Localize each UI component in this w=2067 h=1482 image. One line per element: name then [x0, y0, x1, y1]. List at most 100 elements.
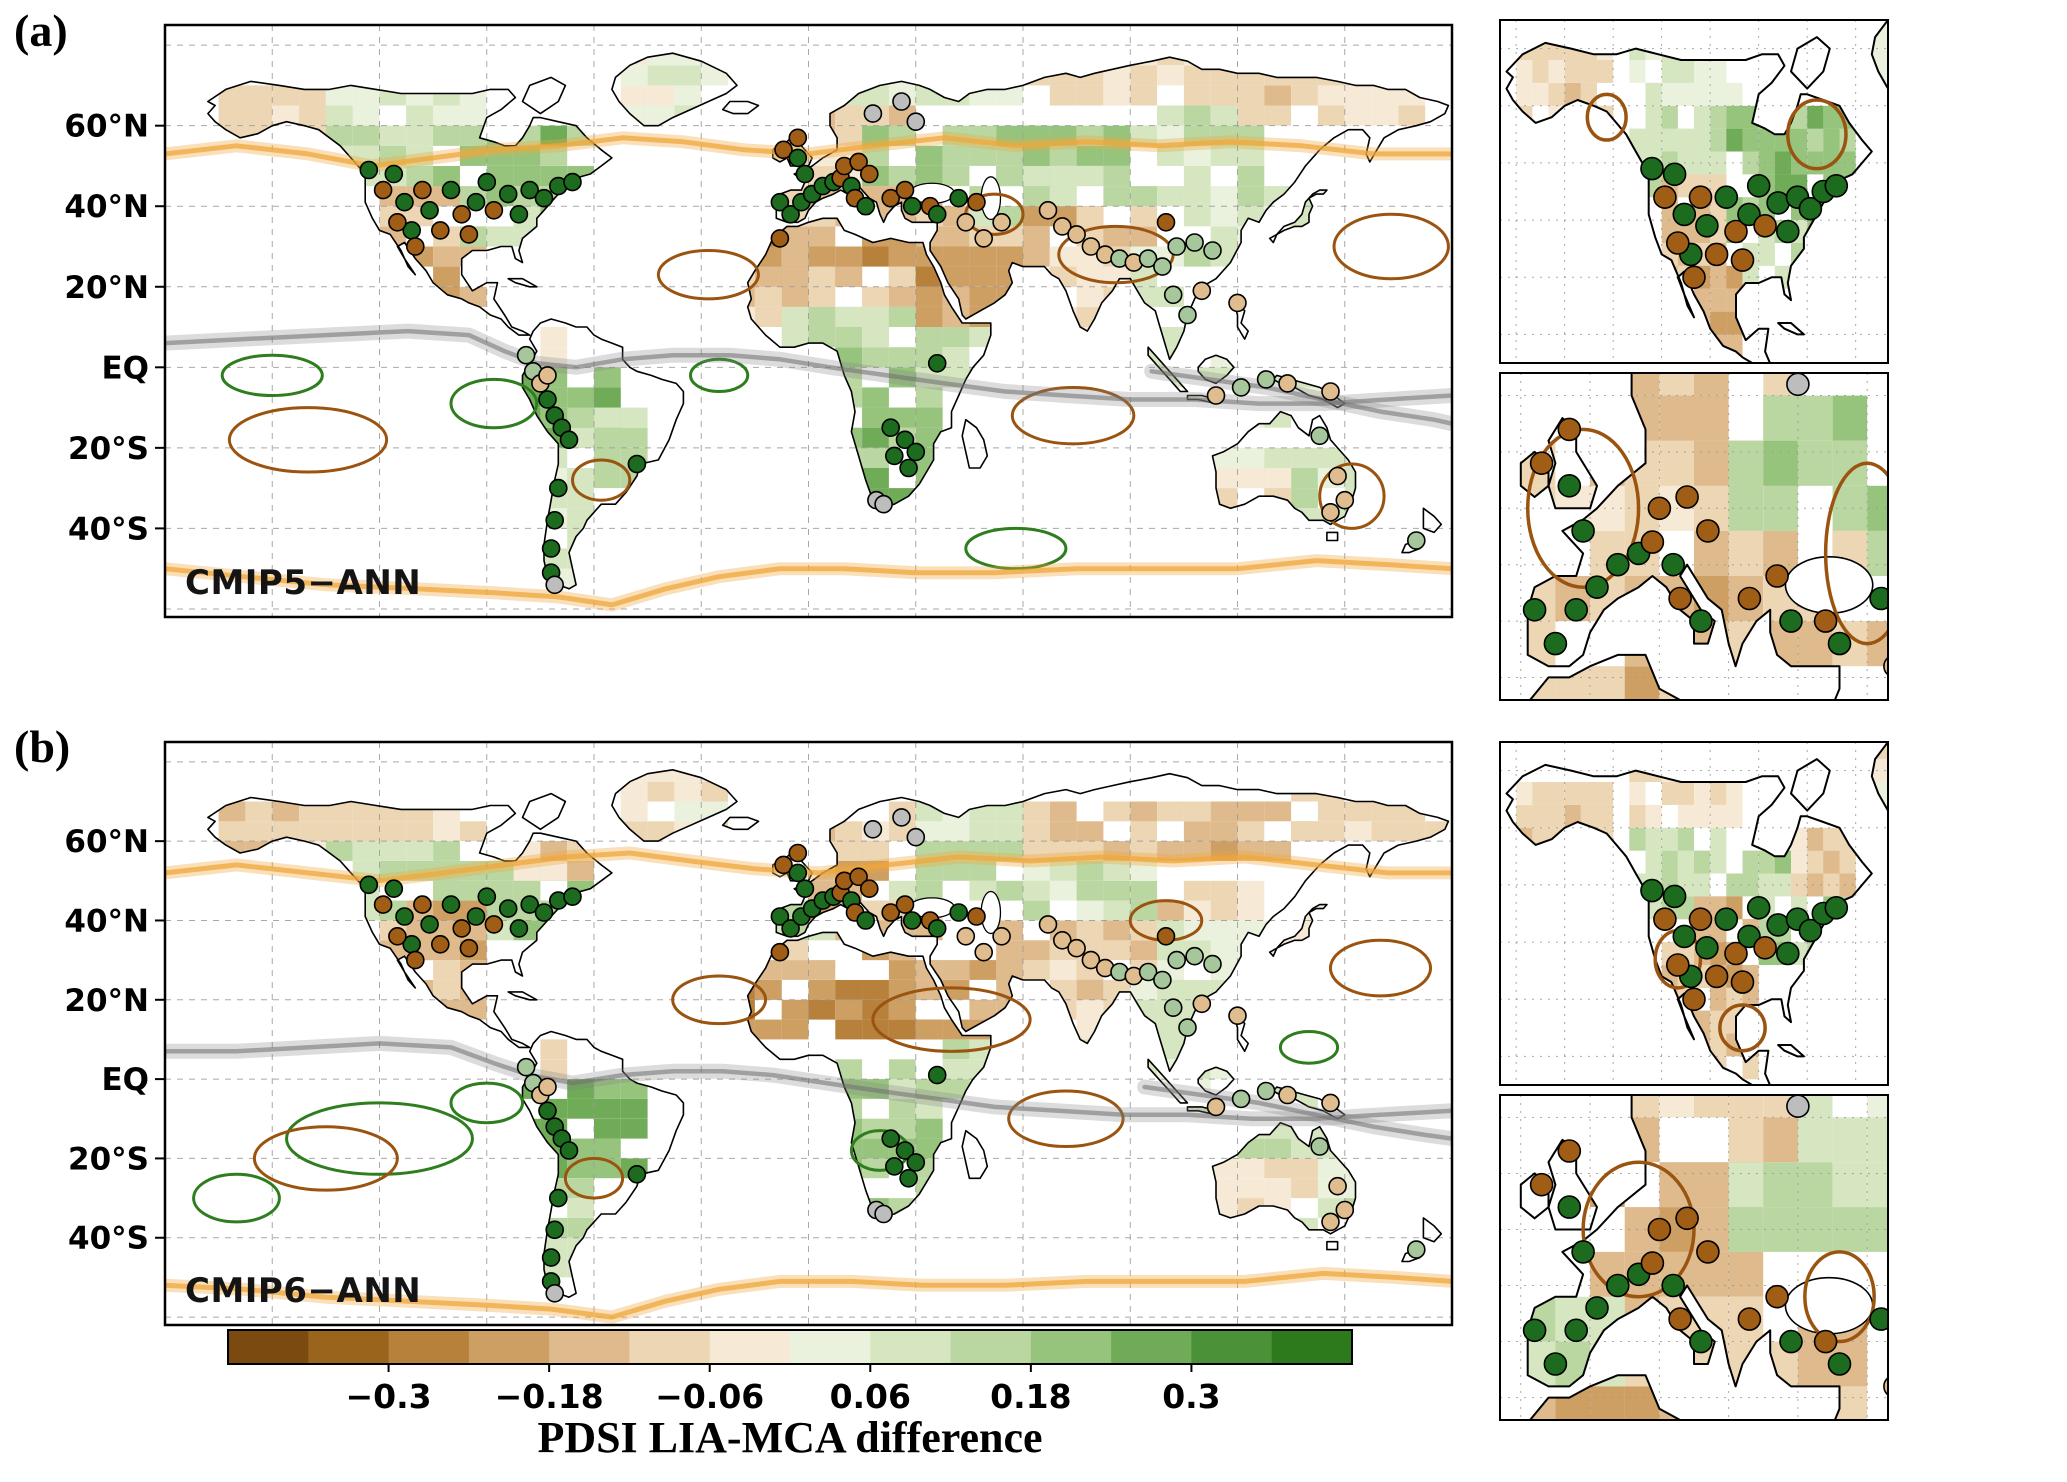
pdsi-grid-cell [1937, 1028, 1972, 1073]
pdsi-grid-cell [1763, 395, 1798, 441]
lat-tick-label: 20°N [64, 983, 149, 1019]
pdsi-grid-cell [1555, 1431, 1590, 1476]
pdsi-grid-cell [1130, 861, 1158, 881]
pdsi-grid-cell [1590, 1386, 1625, 1420]
proxy-site-dot [1192, 994, 1212, 1014]
proxy-site-dot [1038, 915, 1058, 934]
pdsi-grid-cell [2050, 782, 2066, 805]
wet-contour [1278, 1030, 1340, 1065]
proxy-site-dot [1531, 699, 1538, 700]
pdsi-grid-cell [2034, 312, 2050, 335]
pdsi-grid-cell [540, 125, 568, 146]
pdsi-grid-cell [1937, 1431, 1972, 1476]
pdsi-grid-cell [1937, 802, 1972, 847]
dry-contour [252, 1125, 399, 1192]
pdsi-grid-cell [1629, 60, 1646, 83]
pdsi-grid-cell [996, 166, 1023, 187]
pdsi-grid-cell [2040, 531, 2067, 576]
pdsi-grid-cell [754, 306, 782, 327]
pdsi-grid-cell [1548, 60, 1565, 83]
lat-tick-label: 40°N [64, 903, 149, 939]
proxy-site-dot [1786, 373, 1810, 397]
proxy-site-dot [1737, 1307, 1762, 1331]
proxy-site-dot [967, 907, 986, 926]
pdsi-grid-cell [1237, 166, 1265, 187]
proxy-site-dot [1798, 196, 1823, 221]
pdsi-grid-cell [2050, 129, 2066, 152]
pdsi-grid-cell [647, 85, 675, 106]
pdsi-grid-cell [1902, 1431, 1937, 1476]
proxy-site-dot [1696, 519, 1720, 543]
pdsi-grid-cell [2001, 357, 2017, 380]
proxy-site-dot [1585, 575, 1609, 600]
pdsi-grid-cell [888, 1059, 916, 1080]
pdsi-grid-cell [1023, 880, 1050, 901]
pdsi-grid-cell [915, 286, 943, 307]
pdsi-grid-cell [1049, 960, 1077, 980]
dry-contour [1786, 98, 1848, 171]
pdsi-grid-cell [620, 65, 648, 86]
coastline [1505, 763, 1873, 1085]
pdsi-grid-cell [1076, 980, 1104, 1000]
pdsi-grid-cell [1157, 186, 1184, 207]
pdsi-grid-cell [352, 821, 380, 842]
pdsi-grid-cell [1036, 666, 1071, 711]
pdsi-grid-cell [1049, 821, 1077, 842]
coastline-layer [207, 769, 1450, 1298]
pdsi-grid-cell [406, 841, 434, 861]
pdsi-grid-cell [1210, 105, 1238, 126]
pdsi-grid-cell [1629, 827, 1646, 851]
proxy-site-dot [420, 201, 439, 220]
proxy-site-dot [1869, 586, 1888, 611]
pdsi-grid-cell [2034, 380, 2050, 403]
pdsi-grid-cell [969, 145, 997, 166]
coastline-layer [1505, 742, 1888, 1085]
proxy-site-dot [1067, 225, 1086, 244]
colorbar-segment [1111, 1330, 1192, 1364]
proxy-site-dot [509, 205, 529, 224]
pdsi-grid-cell [1317, 105, 1345, 126]
lat-axis: 60°N 40°N 20°N EQ 20°S 40°S [64, 824, 165, 1257]
pdsi-grid-cell [1920, 759, 1936, 782]
pdsi-grid-cell [1452, 847, 1487, 892]
pdsi-grid-cell [1937, 83, 1953, 106]
pdsi-grid-cell [1971, 1431, 2006, 1476]
pdsi-grid-cell [674, 85, 702, 106]
pdsi-grid-cell [1130, 980, 1158, 1000]
pdsi-grid-cell [1629, 804, 1646, 828]
pdsi-grid-cell [1937, 441, 1972, 486]
pdsi-grid-cell [781, 266, 809, 287]
pdsi-grid-cell [1694, 1162, 1729, 1207]
pdsi-grid-cell [1710, 82, 1727, 106]
proxy-site-dot [1310, 1137, 1329, 1156]
pdsi-grid-cell [1985, 312, 2001, 335]
pdsi-grid-cell [1937, 736, 1953, 759]
pdsi-grid-cell [1904, 736, 1920, 759]
pdsi-grid-cell [969, 246, 997, 267]
pdsi-grid-cell [1661, 850, 1678, 874]
wet-contour [689, 357, 750, 393]
pdsi-grid-cell [1317, 801, 1345, 822]
proxy-site-dot [1530, 1419, 1539, 1420]
proxy-site-dot [1163, 998, 1183, 1018]
pdsi-grid-cell [1937, 14, 1953, 37]
pdsi-grid-cell [1728, 530, 1764, 576]
colorbar-tick-label: 0.06 [830, 1377, 911, 1416]
pdsi-grid-cell [2040, 260, 2067, 305]
pdsi-grid-cell [915, 1098, 943, 1119]
pdsi-grid-cell [996, 85, 1023, 106]
pdsi-grid-cell [2006, 486, 2041, 531]
pdsi-grid-cell [862, 1158, 889, 1179]
proxy-site-dot [874, 1204, 893, 1224]
pdsi-grid-cell [2034, 919, 2050, 942]
proxy-site-dot [1813, 609, 1838, 633]
pdsi-grid-cell [1659, 395, 1694, 441]
pdsi-grid-cell [1659, 1095, 1694, 1118]
pdsi-grid-cell [1823, 700, 1839, 723]
pdsi-grid-cell [967, 666, 1002, 711]
pdsi-grid-cell [1937, 1073, 1972, 1118]
pdsi-grid-cell [2006, 1162, 2041, 1207]
pdsi-grid-cell [1902, 1027, 1937, 1072]
proxy-site-dot [1647, 1217, 1672, 1242]
pdsi-grid-cell [835, 105, 863, 126]
